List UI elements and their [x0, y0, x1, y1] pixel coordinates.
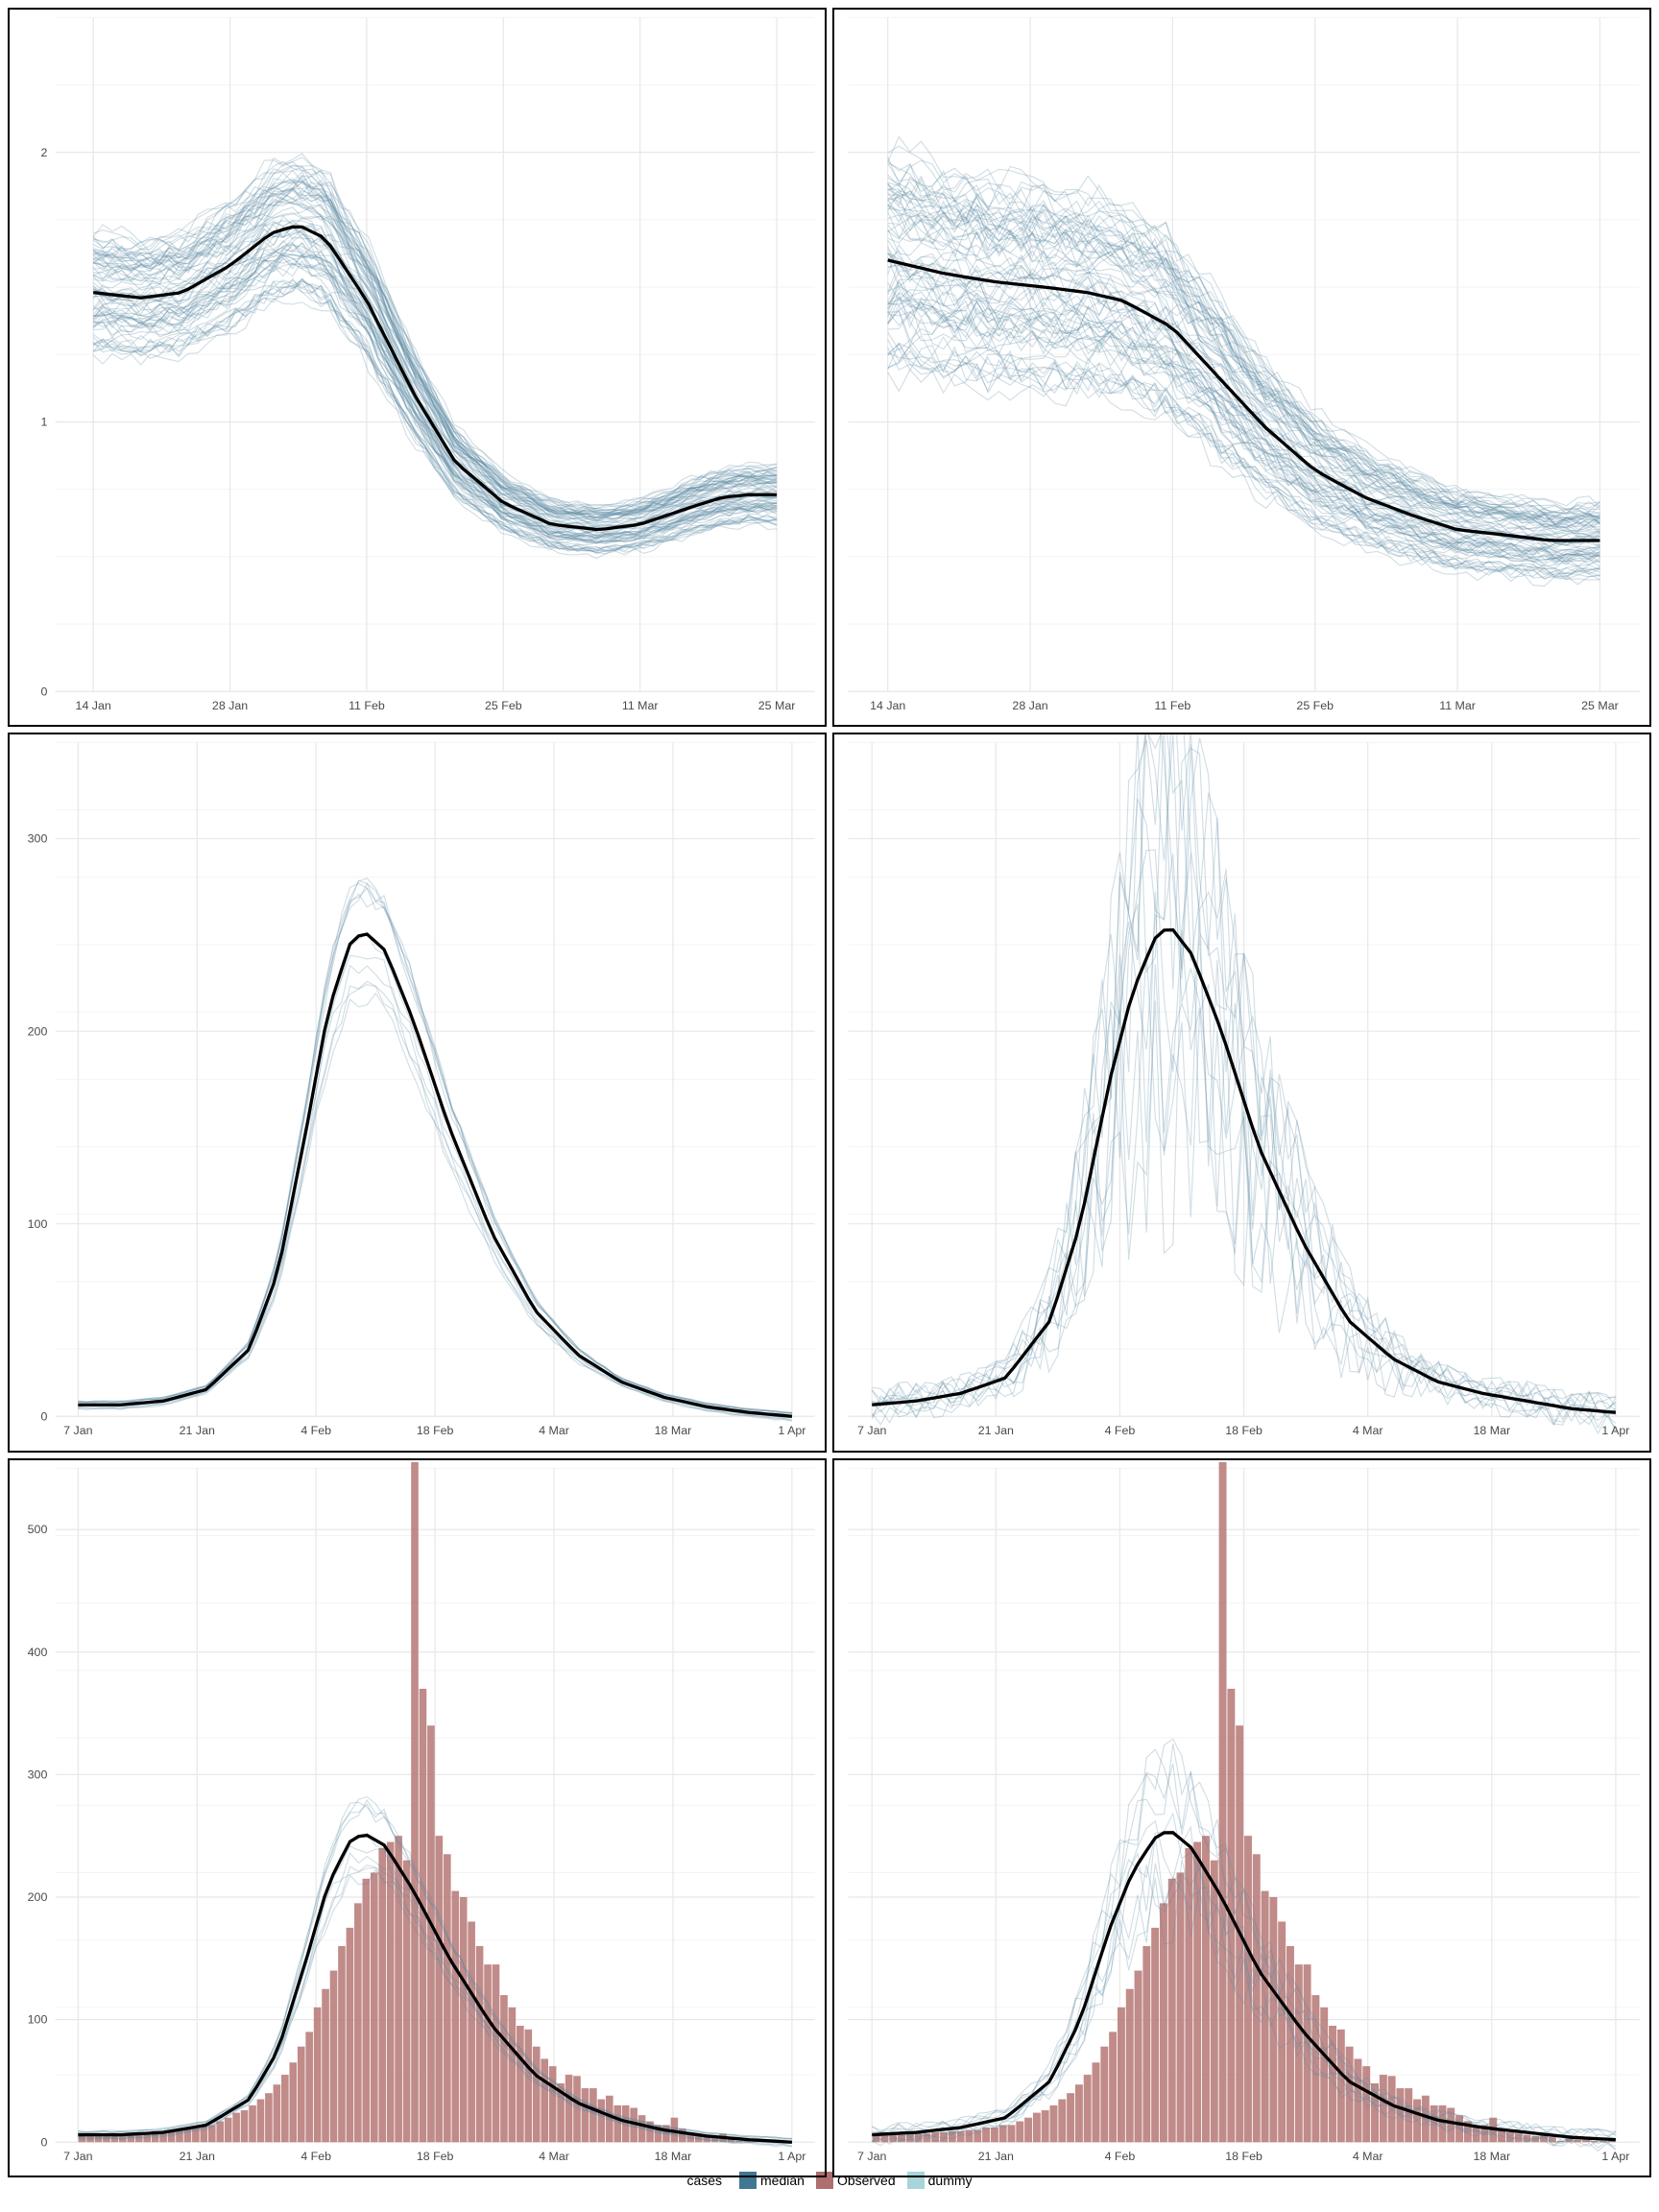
svg-text:18 Mar: 18 Mar [1473, 1424, 1510, 1437]
svg-text:4 Feb: 4 Feb [1105, 2150, 1136, 2163]
svg-text:21 Jan: 21 Jan [180, 1424, 215, 1437]
panel-3-left: cases 01002003004005007 Jan21 Jan4 Feb18… [8, 1458, 827, 2177]
svg-text:11 Mar: 11 Mar [622, 699, 659, 712]
svg-text:11 Feb: 11 Feb [349, 699, 385, 712]
svg-text:21 Jan: 21 Jan [180, 2150, 215, 2163]
svg-text:100: 100 [28, 1217, 48, 1231]
panel-1-left: value 01214 Jan28 Jan11 Feb25 Feb11 Mar2… [8, 8, 827, 727]
svg-3-left: 0 100 200 300 400 500 7 Jan 21 Jan 4 Feb 18 Feb 4 … [10, 1460, 825, 2176]
svg-text:2: 2 [40, 146, 47, 159]
svg-text:18 Feb: 18 Feb [1225, 1424, 1262, 1437]
svg-text:4 Mar: 4 Mar [539, 2150, 569, 2163]
svg-text:18 Feb: 18 Feb [1225, 2150, 1262, 2163]
svg-text:4 Mar: 4 Mar [539, 1424, 569, 1437]
svg-text:28 Jan: 28 Jan [212, 699, 248, 712]
panel-2-left: Infections 01002003007 Jan21 Jan4 Feb18 … [8, 733, 827, 1452]
svg-text:300: 300 [28, 1767, 48, 1781]
svg-text:21 Jan: 21 Jan [978, 1424, 1014, 1437]
svg-text:25 Feb: 25 Feb [1296, 699, 1334, 712]
svg-text:1 Apr: 1 Apr [1601, 1424, 1629, 1437]
svg-text:200: 200 [28, 1025, 48, 1039]
panel-2-right: 7 Jan 21 Jan 4 Feb 18 Feb 4 Mar 18 Mar 1 Apr [832, 733, 1651, 1452]
svg-text:0: 0 [40, 685, 47, 698]
svg-text:7 Jan: 7 Jan [63, 1424, 92, 1437]
svg-2-right: 7 Jan 21 Jan 4 Feb 18 Feb 4 Mar 18 Mar 1 Apr [834, 734, 1649, 1450]
svg-text:500: 500 [28, 1523, 48, 1536]
svg-text:1 Apr: 1 Apr [1601, 2150, 1629, 2163]
svg-text:4 Mar: 4 Mar [1353, 1424, 1383, 1437]
svg-text:7 Jan: 7 Jan [857, 1424, 886, 1437]
svg-text:14 Jan: 14 Jan [76, 699, 111, 712]
svg-3-right: 7 Jan 21 Jan 4 Feb 18 Feb 4 Mar 18 Mar 1 Apr [834, 1460, 1649, 2176]
svg-text:300: 300 [28, 832, 48, 846]
svg-1-right: 14 Jan 28 Jan 11 Feb 25 Feb 11 Mar 25 Mar [834, 10, 1649, 725]
svg-1-left: 0 1 2 14 Jan 28 Jan 11 Feb 25 Feb 11 Mar 25 Mar [10, 10, 825, 725]
svg-text:100: 100 [28, 2013, 48, 2027]
svg-text:0: 0 [40, 2135, 47, 2149]
svg-text:18 Mar: 18 Mar [1473, 2150, 1510, 2163]
svg-text:28 Jan: 28 Jan [1012, 699, 1047, 712]
svg-text:7 Jan: 7 Jan [857, 2150, 886, 2163]
svg-text:400: 400 [28, 1646, 48, 1659]
svg-2-left: 0 100 200 300 7 Jan 21 Jan 4 Feb 18 Feb 4 Mar 18 … [10, 734, 825, 1450]
svg-text:25 Mar: 25 Mar [1581, 699, 1619, 712]
svg-text:4 Feb: 4 Feb [1105, 1424, 1136, 1437]
svg-text:18 Feb: 18 Feb [417, 1424, 454, 1437]
svg-text:21 Jan: 21 Jan [978, 2150, 1014, 2163]
svg-text:18 Mar: 18 Mar [655, 2150, 692, 2163]
svg-text:1 Apr: 1 Apr [778, 2150, 805, 2163]
svg-text:11 Mar: 11 Mar [1439, 699, 1476, 712]
svg-text:4 Feb: 4 Feb [301, 1424, 331, 1437]
svg-text:11 Feb: 11 Feb [1155, 699, 1191, 712]
svg-text:200: 200 [28, 1890, 48, 1904]
svg-text:1: 1 [40, 416, 47, 429]
svg-text:0: 0 [40, 1410, 47, 1424]
svg-text:4 Feb: 4 Feb [301, 2150, 331, 2163]
svg-text:1 Apr: 1 Apr [778, 1424, 805, 1437]
svg-text:18 Mar: 18 Mar [655, 1424, 692, 1437]
svg-text:18 Feb: 18 Feb [417, 2150, 454, 2163]
svg-text:14 Jan: 14 Jan [870, 699, 905, 712]
panel-1-right: 14 Jan 28 Jan 11 Feb 25 Feb 11 Mar 25 Mar [832, 8, 1651, 727]
svg-text:7 Jan: 7 Jan [63, 2150, 92, 2163]
panel-3-right: 7 Jan 21 Jan 4 Feb 18 Feb 4 Mar 18 Mar 1 Apr [832, 1458, 1651, 2177]
svg-text:25 Feb: 25 Feb [485, 699, 522, 712]
chart-grid: value 01214 Jan28 Jan11 Feb25 Feb11 Mar2… [8, 8, 1651, 2162]
svg-text:25 Mar: 25 Mar [758, 699, 796, 712]
svg-text:4 Mar: 4 Mar [1353, 2150, 1383, 2163]
